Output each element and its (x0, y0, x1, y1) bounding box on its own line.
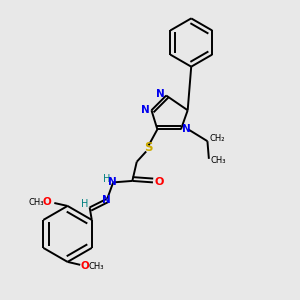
Text: O: O (81, 261, 90, 271)
Text: S: S (144, 141, 152, 154)
Text: H: H (81, 200, 88, 209)
Text: O: O (154, 177, 164, 187)
Text: CH₃: CH₃ (28, 198, 44, 207)
Text: N: N (182, 124, 191, 134)
Text: CH₃: CH₃ (211, 156, 226, 165)
Text: N: N (102, 195, 111, 205)
Text: N: N (141, 105, 149, 115)
Text: H: H (103, 174, 110, 184)
Text: CH₃: CH₃ (88, 262, 104, 271)
Text: N: N (108, 177, 117, 188)
Text: O: O (43, 197, 51, 207)
Text: N: N (156, 89, 165, 99)
Text: CH₂: CH₂ (209, 134, 225, 143)
